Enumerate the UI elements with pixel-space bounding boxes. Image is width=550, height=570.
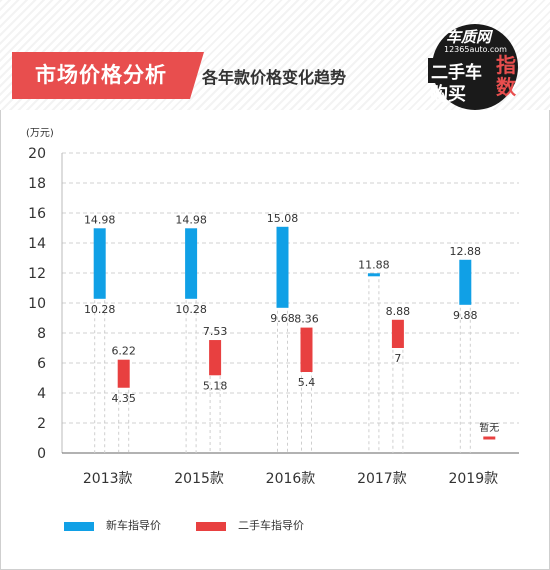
data-label-no-data: 暂无 <box>479 422 499 434</box>
y-tick-label: 8 <box>37 326 46 342</box>
data-label-high: 6.22 <box>111 345 136 358</box>
used-car-no-data-marker <box>483 436 496 440</box>
logo-line-3: 指数 <box>496 53 516 99</box>
legend-item-used-car: 二手车指导价 <box>196 517 304 533</box>
x-tick-label: 2016款 <box>266 471 316 487</box>
y-tick-label: 2 <box>37 416 46 432</box>
brand-logo: 车质网 12365auto.com 二手车 购买 指数 <box>418 18 538 110</box>
new-car-price-bar <box>276 226 289 308</box>
data-label-high: 14.98 <box>175 213 207 226</box>
y-tick-label: 6 <box>37 356 46 372</box>
used-car-price-bar <box>117 359 130 388</box>
y-tick-label: 12 <box>28 266 46 282</box>
page-subtitle: 各年款价格变化趋势 <box>202 68 347 87</box>
y-tick-label: 10 <box>28 296 46 312</box>
new-car-price-bar <box>367 273 380 277</box>
y-tick-label: 18 <box>28 176 46 192</box>
logo-site-text: 12365auto.com <box>444 45 507 54</box>
logo-line-2: 购买 <box>430 84 466 105</box>
data-label-low: 9.88 <box>453 309 478 322</box>
legend-swatch-new-car <box>64 521 94 531</box>
legend-swatch-used-car <box>196 521 226 531</box>
data-label-low: 5.4 <box>298 376 316 389</box>
price-range-chart: (万元) 0 2 4 6 8 10 12 14 16 18 20 2013款 14.98 10.28 6.22… <box>26 128 519 487</box>
y-tick-label: 20 <box>28 146 46 162</box>
y-tick-label: 4 <box>37 386 46 402</box>
legend-item-new-car: 新车指导价 <box>64 517 161 533</box>
y-tick-label: 14 <box>28 236 46 252</box>
x-tick-label: 2017款 <box>357 471 407 487</box>
new-car-price-bar <box>93 228 106 299</box>
y-tick-label: 16 <box>28 206 46 222</box>
y-axis-unit-label: (万元) <box>26 128 54 139</box>
used-car-price-bar <box>209 340 222 376</box>
data-label-high: 8.36 <box>294 313 319 326</box>
data-label-low: 4.35 <box>111 392 136 405</box>
logo-brand-text: 车质网 <box>446 28 492 46</box>
data-label-low: 7 <box>394 352 401 365</box>
data-label-high: 12.88 <box>450 245 482 258</box>
data-label-high: 14.98 <box>84 213 116 226</box>
data-label-low: 10.28 <box>175 303 207 316</box>
data-label-low: 9.68 <box>270 312 295 325</box>
logo-line-1: 二手车 <box>428 58 485 83</box>
data-label-low: 10.28 <box>84 303 116 316</box>
data-label-high: 7.53 <box>203 325 228 338</box>
legend-label-new-car: 新车指导价 <box>106 519 161 532</box>
x-tick-label: 2013款 <box>83 471 133 487</box>
x-tick-label: 2015款 <box>174 471 224 487</box>
legend-label-used-car: 二手车指导价 <box>238 519 304 532</box>
new-car-price-bar <box>459 259 472 305</box>
new-car-price-bar <box>185 228 198 299</box>
data-label-high: 11.88 <box>358 258 390 271</box>
data-label-high: 15.08 <box>267 212 299 225</box>
x-tick-label: 2019款 <box>448 471 498 487</box>
data-label-high: 8.88 <box>386 305 411 318</box>
page-title: 市场价格分析 <box>12 52 204 99</box>
y-tick-label: 0 <box>37 446 46 462</box>
used-car-price-bar <box>391 319 404 348</box>
data-label-low: 5.18 <box>203 379 228 392</box>
used-car-price-bar <box>300 327 313 372</box>
